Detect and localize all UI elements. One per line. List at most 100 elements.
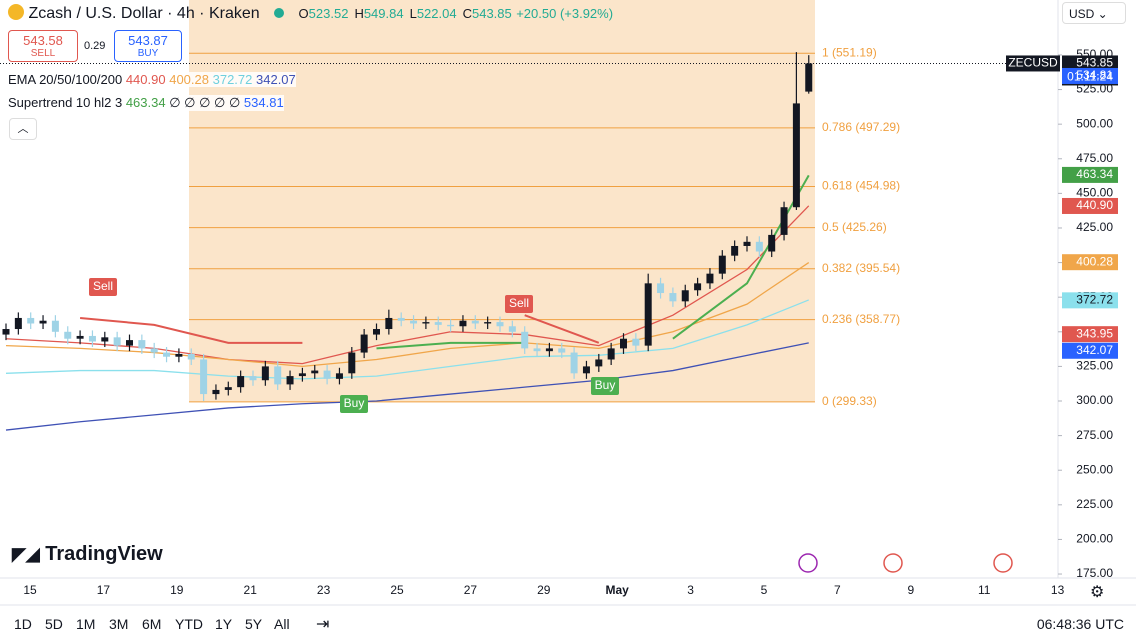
ohlc-value: 523.52	[308, 6, 349, 21]
candle-body	[138, 340, 146, 349]
brand-name: TradingView	[45, 543, 163, 565]
y-tick-label: 275.00	[1076, 428, 1113, 442]
candle-body	[484, 322, 492, 324]
candle-body	[27, 317, 35, 324]
candle-body	[694, 283, 702, 291]
y-tick-label: 225.00	[1076, 497, 1113, 511]
supertrend-label: Supertrend 10 hl2 3	[8, 95, 123, 110]
buy-button[interactable]: 543.87 BUY	[114, 30, 182, 62]
candle-body	[311, 370, 319, 374]
range-button[interactable]: 1Y	[215, 616, 233, 632]
fib-label: 0.382 (395.54)	[822, 261, 900, 275]
candle-body	[323, 370, 331, 379]
symbol-tag: ZECUSD	[1008, 56, 1058, 70]
signal-badge	[591, 377, 619, 395]
ema-label: EMA 20/50/100/200	[8, 72, 123, 87]
date-range-button[interactable]: ⇥	[316, 616, 330, 633]
x-tick-label: 3	[687, 583, 694, 597]
price-label: 372.72	[1076, 293, 1113, 307]
currency-select[interactable]: USD ⌄	[1062, 2, 1126, 24]
candle-body	[496, 322, 504, 327]
candle-body	[780, 207, 788, 235]
x-tick-label: 5	[761, 583, 768, 597]
candle-body	[385, 317, 393, 330]
x-tick-label: 13	[1051, 583, 1065, 597]
range-button[interactable]: 5D	[45, 616, 63, 632]
y-tick-label: 325.00	[1076, 359, 1113, 373]
ohlc-value: 522.04	[416, 6, 457, 21]
currency: USD	[1069, 7, 1095, 21]
candle-body	[669, 293, 677, 302]
fib-top-area	[189, 0, 815, 54]
candle-body	[200, 359, 208, 395]
price-label: 440.90	[1076, 198, 1113, 212]
price-label-bg	[1062, 254, 1118, 271]
candle-body	[348, 352, 356, 374]
candle-body	[76, 335, 84, 339]
symbol-tag-bg	[1006, 55, 1060, 72]
range-button[interactable]: 1M	[76, 616, 96, 632]
x-tick-label: 27	[464, 583, 478, 597]
candle-body	[51, 320, 59, 332]
candle-body	[644, 283, 652, 346]
signal-badge	[340, 395, 368, 413]
ohlc-key: L	[409, 6, 417, 21]
candle-body	[805, 63, 813, 92]
price-label-bg	[1062, 326, 1118, 343]
range-button[interactable]: 6M	[142, 616, 162, 632]
candle-body	[447, 324, 455, 327]
candle-body	[397, 317, 405, 321]
candle-body	[595, 359, 603, 367]
candle-body	[681, 290, 689, 302]
candle-body	[249, 376, 257, 381]
price-label: 342.07	[1076, 343, 1113, 357]
ema-value: 342.07	[256, 72, 296, 87]
range-button[interactable]: YTD	[175, 616, 203, 632]
candle-body	[508, 326, 516, 332]
candle-body	[187, 353, 195, 360]
settings-button[interactable]: ⚙	[1090, 584, 1105, 601]
x-tick-label: 7	[834, 583, 841, 597]
buy-price: 543.87	[128, 33, 168, 48]
candle-body	[545, 348, 553, 352]
price-label: 400.28	[1076, 254, 1113, 268]
candle-body	[88, 335, 96, 342]
candle-body	[706, 273, 714, 284]
range-button[interactable]: 5Y	[245, 616, 263, 632]
x-tick-label: 17	[97, 583, 111, 597]
candle-body	[558, 348, 566, 353]
collapse-button[interactable]: ︿	[9, 118, 37, 140]
candle-body	[743, 241, 751, 246]
candle-body	[113, 337, 121, 346]
x-tick-label: 23	[317, 583, 331, 597]
y-tick-label: 250.00	[1076, 462, 1113, 476]
indicator-line	[5, 342, 809, 431]
clock: 06:48:36 UTC	[1036, 616, 1124, 632]
candle-body	[471, 320, 479, 324]
ohlc: O523.52 H549.84 L522.04 C543.85	[293, 6, 512, 21]
y-tick-label: 175.00	[1076, 566, 1113, 580]
candle-body	[607, 348, 615, 360]
x-tick-label: 15	[23, 583, 37, 597]
range-button[interactable]: 1D	[14, 616, 32, 632]
range-button[interactable]: All	[274, 616, 290, 632]
price-label-bg	[1062, 166, 1118, 183]
candle-body	[582, 366, 590, 374]
x-tick-label: 21	[244, 583, 258, 597]
price-label: 534.81	[1076, 68, 1113, 82]
ohlc-key: O	[298, 6, 309, 21]
ohlc-key: C	[462, 6, 472, 21]
candle-body	[533, 348, 541, 352]
indicator-line	[376, 174, 810, 350]
price-label-bg	[1062, 292, 1118, 309]
event-icon	[798, 553, 818, 573]
candle-body	[434, 322, 442, 325]
sell-button[interactable]: 543.58 SELL	[8, 30, 78, 62]
brand: ◤◢ TradingView	[12, 543, 163, 566]
candle-body	[2, 329, 10, 335]
range-button[interactable]: 3M	[109, 616, 129, 632]
y-tick-label: 500.00	[1076, 116, 1113, 130]
candle-body	[792, 103, 800, 208]
supertrend-value: 534.81	[243, 95, 284, 110]
y-tick-label: 450.00	[1076, 186, 1113, 200]
